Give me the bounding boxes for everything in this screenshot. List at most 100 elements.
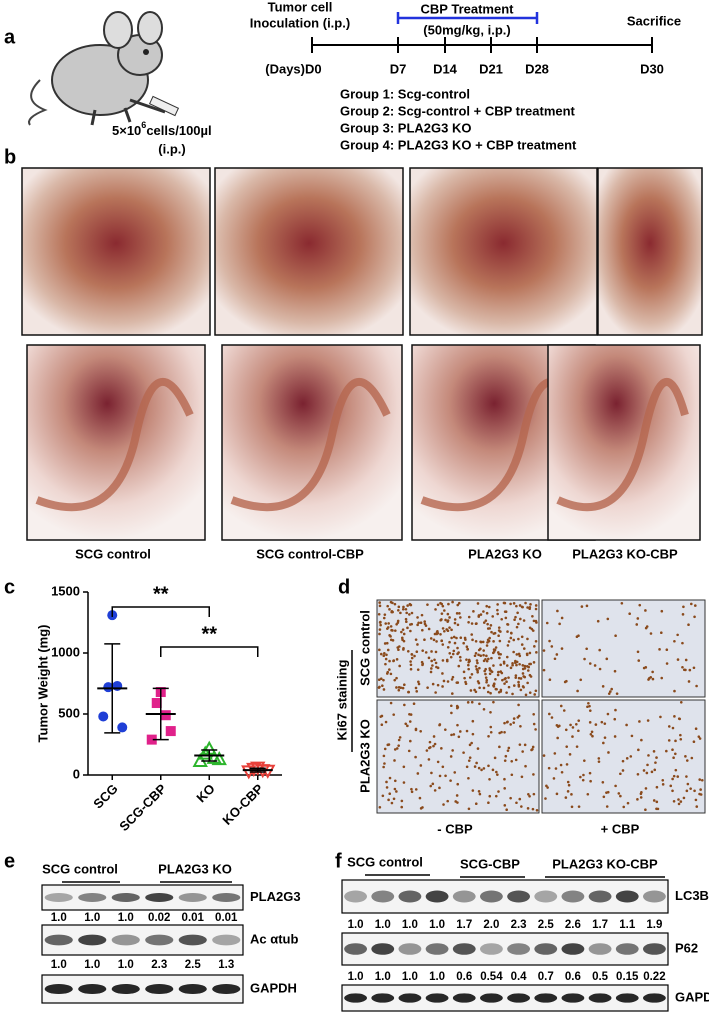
ihc-cell — [620, 601, 624, 605]
ihc-cell — [542, 649, 546, 652]
ihc-cell — [492, 664, 495, 667]
ihc-cell — [506, 749, 510, 752]
ihc-cell — [603, 736, 607, 739]
ihc-cell — [455, 681, 459, 684]
ihc-cell — [386, 670, 390, 674]
blot-band — [425, 890, 449, 903]
ihc-cell — [546, 786, 549, 789]
ihc-cell — [400, 630, 403, 634]
ihc-cell — [409, 603, 413, 607]
ihc-cell — [379, 652, 383, 656]
blot-band — [371, 890, 395, 903]
ihc-cell — [380, 723, 384, 727]
injection-dose: 5×106cells/100µl — [112, 120, 212, 138]
ihc-cell — [470, 622, 474, 625]
ihc-cell — [425, 749, 429, 752]
ihc-cell — [503, 787, 506, 790]
x-tick-label: KO-CBP — [219, 781, 266, 828]
ihc-cell — [679, 733, 682, 737]
sacrifice-label: Sacrifice — [627, 13, 681, 28]
ihc-cell — [655, 785, 659, 789]
ihc-cell — [387, 798, 390, 802]
error-bar — [249, 767, 266, 773]
ihc-cell — [487, 801, 490, 805]
ihc-cell — [455, 636, 458, 640]
blot-quant: 0.15 — [616, 971, 639, 983]
blot-band — [212, 893, 241, 902]
ihc-cell — [555, 792, 559, 796]
ihc-cell — [598, 648, 601, 652]
ihc-cell — [622, 805, 626, 809]
blot-quant: 1.0 — [402, 971, 418, 983]
day-label: D28 — [525, 61, 549, 76]
ihc-cell — [419, 621, 423, 625]
ihc-cell — [626, 801, 630, 805]
ihc-cell — [450, 628, 453, 632]
blot-quant: 0.6 — [456, 971, 472, 983]
ihc-cell — [510, 759, 514, 763]
photo-label: PLA2G3 KO-CBP — [572, 546, 678, 561]
blot-band — [111, 893, 140, 902]
ihc-cell — [389, 625, 393, 628]
ihc-cell — [504, 677, 507, 680]
ihc-cell — [439, 618, 442, 622]
ihc-cell — [512, 717, 516, 720]
ihc-cell — [387, 743, 391, 746]
ihc-cell — [487, 684, 490, 687]
ihc-cell — [489, 710, 492, 714]
ihc-cell — [531, 745, 535, 749]
ihc-cell — [521, 664, 525, 667]
ihc-cell — [435, 665, 438, 669]
ihc-cell — [480, 768, 483, 772]
ihc-cell — [655, 800, 659, 804]
ihc-cell — [565, 679, 568, 683]
ihc-cell — [497, 634, 500, 638]
ihc-cell — [446, 620, 449, 623]
blot-box — [341, 932, 669, 966]
blot-quant: 1.0 — [375, 919, 391, 931]
ihc-cell — [606, 617, 610, 621]
ihc-cell — [548, 639, 551, 643]
ihc-cell — [515, 625, 519, 629]
ihc-cell — [379, 677, 383, 681]
ihc-cell — [579, 775, 582, 779]
ihc-cell — [395, 676, 398, 680]
ihc-cell — [687, 680, 691, 683]
ihc-cell — [455, 612, 459, 615]
ihc-cell — [496, 612, 499, 616]
blot-band — [398, 890, 422, 903]
ihc-cell — [492, 685, 496, 688]
ihc-cell — [566, 790, 570, 793]
timeline-inoculation: Inoculation (i.p.) — [250, 15, 350, 30]
ihc-cell — [449, 779, 452, 782]
ihc-cell — [406, 724, 409, 728]
ihc-cell — [665, 648, 669, 652]
ihc-cell — [466, 647, 470, 651]
ihc-cell — [447, 602, 450, 606]
ihc-cell — [456, 623, 460, 627]
y-axis-label: Tumor Weight (mg) — [35, 625, 50, 743]
intestine — [230, 378, 391, 512]
ihc-cell — [429, 670, 433, 674]
ihc-cell — [490, 670, 494, 674]
ihc-cell — [488, 627, 492, 630]
ihc-cell — [420, 613, 424, 617]
ihc-cell — [522, 686, 525, 689]
ihc-cell — [531, 629, 535, 632]
ihc-cell — [692, 666, 696, 670]
ihc-cell — [700, 778, 704, 782]
ihc-cell — [450, 704, 453, 708]
ihc-cell — [602, 795, 606, 799]
ihc-cell — [482, 610, 485, 613]
ihc-cell — [605, 657, 609, 661]
ihc-cell — [496, 773, 499, 776]
ihc-cell — [548, 712, 551, 716]
ihc-cell — [416, 623, 419, 627]
ihc-cell — [442, 679, 446, 683]
blot-band — [212, 934, 241, 946]
ihc-cell — [699, 788, 702, 791]
blot-row-label: Ac αtub — [250, 931, 298, 946]
ihc-cell — [381, 684, 384, 688]
ihc-cell — [431, 782, 435, 786]
ihc-cell — [609, 690, 612, 693]
